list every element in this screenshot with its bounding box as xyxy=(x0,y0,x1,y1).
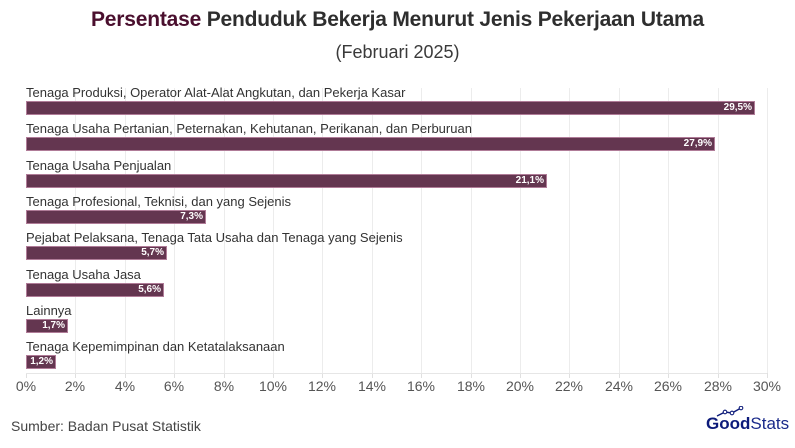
category-label: Tenaga Produksi, Operator Alat-Alat Angk… xyxy=(26,85,406,100)
x-axis-tick-label: 4% xyxy=(114,378,136,394)
x-axis-tick xyxy=(520,373,521,378)
x-axis-tick xyxy=(273,373,274,378)
x-axis-tick-label: 0% xyxy=(15,378,37,394)
gridline xyxy=(421,88,422,374)
chart-subtitle: (Februari 2025) xyxy=(335,42,460,62)
data-bar: 21,1% xyxy=(26,173,547,188)
gridline xyxy=(125,88,126,374)
x-axis-tick xyxy=(718,373,719,378)
gridline xyxy=(75,88,76,374)
bar-value-label: 1,7% xyxy=(42,319,65,331)
data-bar: 27,9% xyxy=(26,137,715,152)
category-label: Tenaga Usaha Penjualan xyxy=(26,157,172,173)
x-axis-tick xyxy=(372,373,373,378)
category-label: Tenaga Kepemimpinan dan Ketatalaksanaan xyxy=(26,339,285,355)
gridline xyxy=(471,88,472,374)
trend-line-icon xyxy=(716,406,744,417)
x-axis-tick-label: 18% xyxy=(456,378,486,394)
chart-title: Persentase Penduduk Bekerja Menurut Jeni… xyxy=(0,8,795,32)
gridline xyxy=(224,88,225,374)
gridline xyxy=(372,88,373,374)
x-axis-tick xyxy=(174,373,175,378)
data-bar: 29,5% xyxy=(26,101,755,115)
gridline xyxy=(520,88,521,374)
x-axis-tick xyxy=(224,373,225,378)
x-axis-tick-label: 14% xyxy=(357,378,387,394)
bar-value-label: 29,5% xyxy=(723,102,752,113)
category-label: Tenaga Profesional, Teknisi, dan yang Se… xyxy=(26,193,291,209)
x-axis-tick xyxy=(619,373,620,378)
category-label: Tenaga Usaha Jasa xyxy=(26,266,141,282)
goodstats-logo: GoodStats xyxy=(706,406,790,434)
source-note: Sumber: Badan Pusat Statistik xyxy=(11,418,201,434)
x-axis-tick xyxy=(322,373,323,378)
x-axis-tick-label: 16% xyxy=(406,378,436,394)
gridline xyxy=(767,88,768,374)
data-bar: 5,7% xyxy=(26,246,167,261)
chart-title-rest: Penduduk Bekerja Menurut Jenis Pekerjaan… xyxy=(201,8,705,31)
data-bar: 7,3% xyxy=(26,209,206,224)
x-axis-tick-label: 22% xyxy=(554,378,584,394)
gridline xyxy=(174,88,175,374)
x-axis-tick-label: 28% xyxy=(703,378,733,394)
bar-value-label: 5,7% xyxy=(141,247,164,259)
x-axis-tick-label: 8% xyxy=(213,378,235,394)
x-axis-tick xyxy=(75,373,76,378)
x-axis-tick-label: 12% xyxy=(307,378,337,394)
x-axis-tick-label: 26% xyxy=(653,378,683,394)
x-axis-tick xyxy=(569,373,570,378)
x-axis-tick xyxy=(125,373,126,378)
gridline xyxy=(718,88,719,374)
data-bar: 1,2% xyxy=(26,355,56,370)
x-axis-tick xyxy=(767,373,768,378)
x-axis-tick xyxy=(421,373,422,378)
gridline xyxy=(273,88,274,374)
logo-good-text: Good xyxy=(706,414,751,433)
x-axis-tick xyxy=(471,373,472,378)
category-label: Pejabat Pelaksana, Tenaga Tata Usaha dan… xyxy=(26,230,403,246)
x-axis-tick xyxy=(26,373,27,378)
gridline xyxy=(322,88,323,374)
gridline xyxy=(569,88,570,374)
bar-value-label: 27,9% xyxy=(683,138,712,150)
category-label: Lainnya xyxy=(26,302,72,318)
data-bar: 5,6% xyxy=(26,282,164,297)
x-axis-tick-label: 24% xyxy=(604,378,634,394)
data-bar: 1,7% xyxy=(26,318,68,333)
x-axis-line xyxy=(26,373,767,374)
x-axis-tick-label: 6% xyxy=(163,378,185,394)
bar-value-label: 5,6% xyxy=(138,283,161,295)
gridline xyxy=(668,88,669,374)
x-axis-tick-label: 30% xyxy=(752,378,782,394)
x-axis-tick-label: 2% xyxy=(64,378,86,394)
bar-value-label: 7,3% xyxy=(180,210,203,222)
gridline xyxy=(619,88,620,374)
x-axis-tick-label: 20% xyxy=(505,378,535,394)
chart-title-accent: Persentase xyxy=(90,8,202,31)
category-label: Tenaga Usaha Pertanian, Peternakan, Kehu… xyxy=(26,121,472,137)
x-axis-tick-label: 10% xyxy=(258,378,288,394)
logo-stats-text: Stats xyxy=(750,414,790,433)
x-axis-tick xyxy=(668,373,669,378)
bar-value-label: 21,1% xyxy=(515,174,544,186)
bar-value-label: 1,2% xyxy=(30,356,53,368)
